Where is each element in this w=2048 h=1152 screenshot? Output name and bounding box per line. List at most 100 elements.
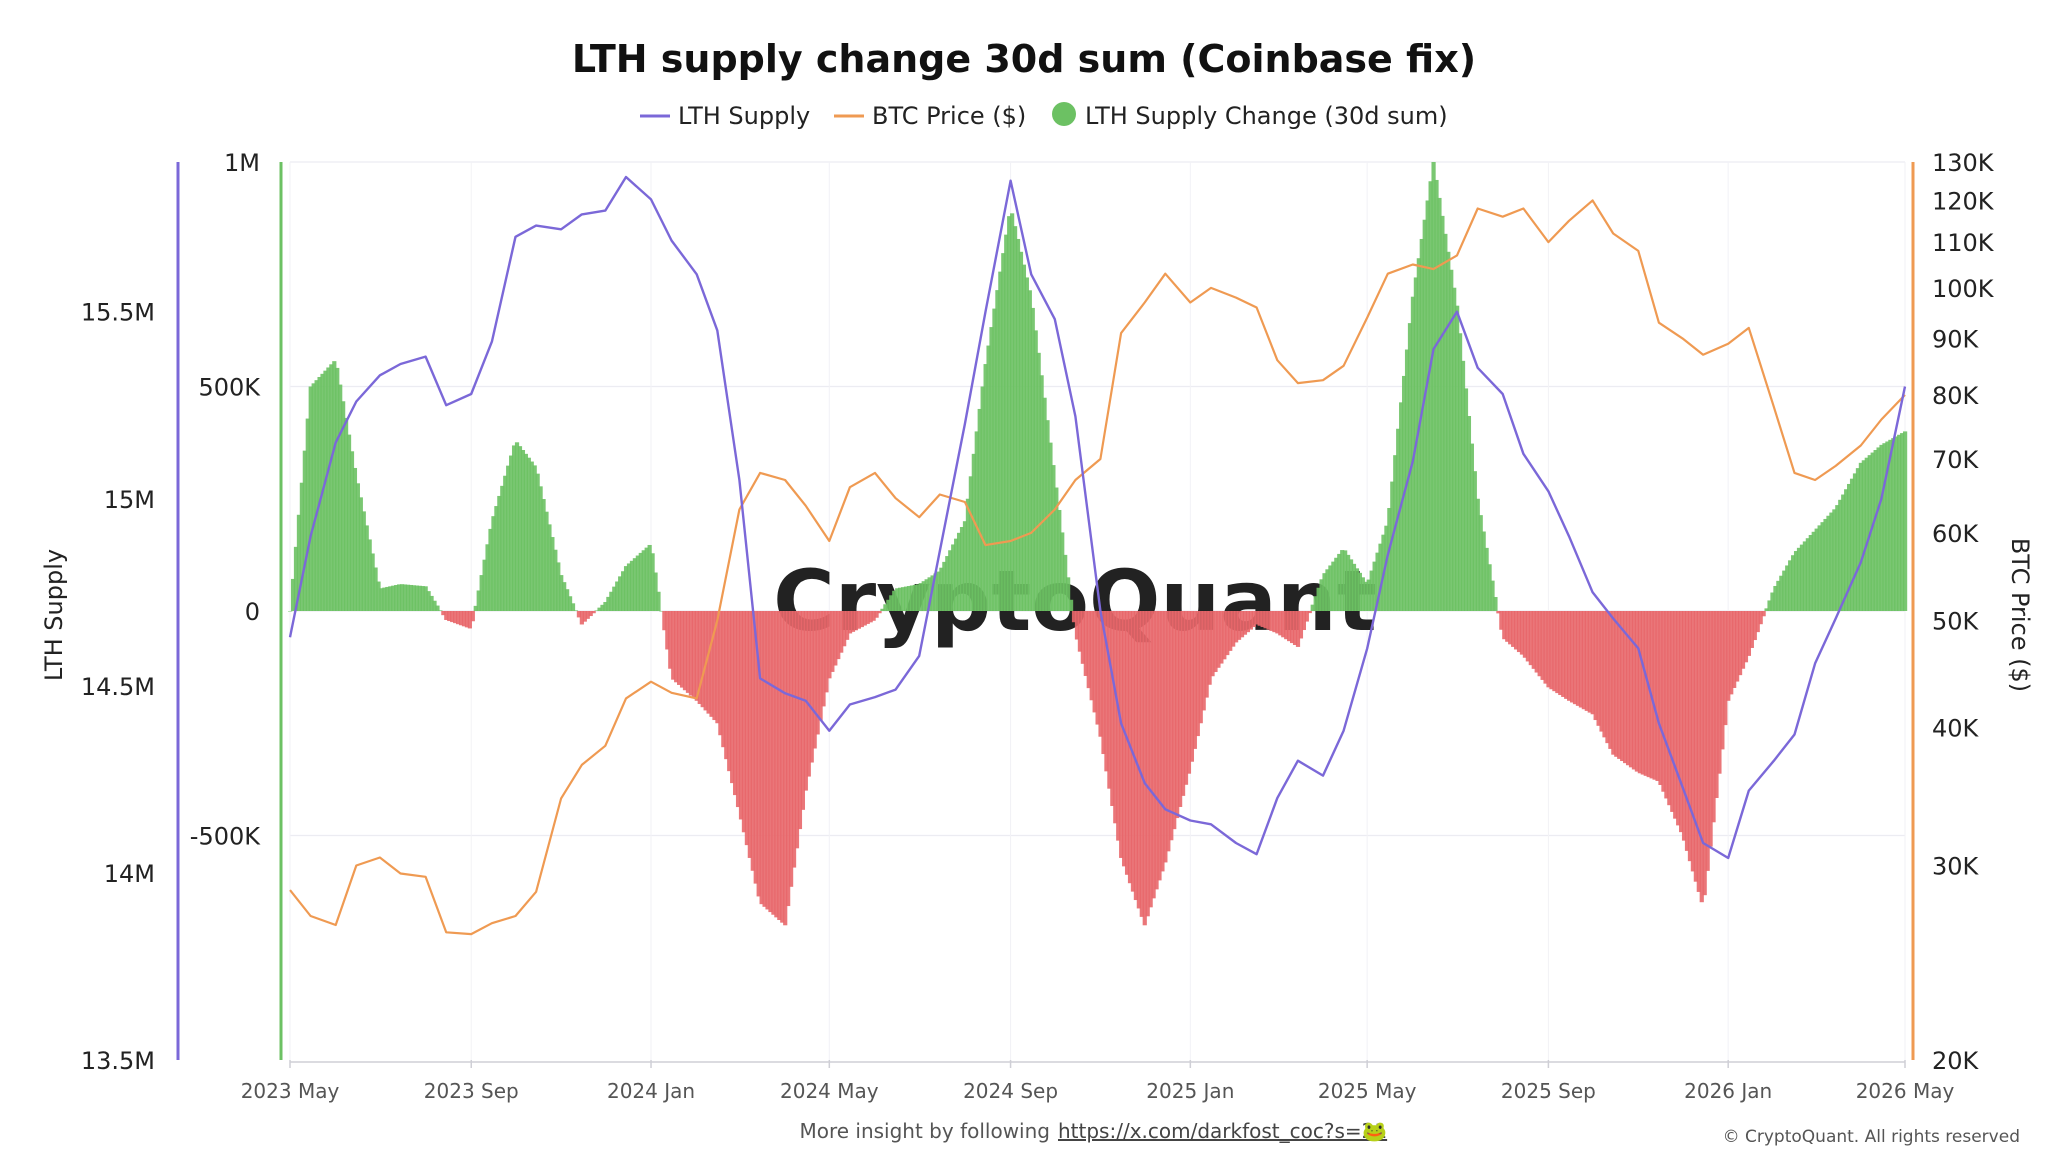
legend-label-lth-supply[interactable]: LTH Supply [678,102,810,130]
bar-negative [1696,611,1701,892]
bar-negative [706,611,711,714]
bar-positive [1849,478,1855,611]
bar-positive [1785,565,1790,611]
bar-positive [1375,552,1380,611]
bar-positive [1051,465,1056,611]
bar-negative [1225,611,1230,656]
bar-positive [1903,431,1908,611]
bar-positive [998,271,1003,611]
legend-label-btc-price[interactable]: BTC Price ($) [872,102,1026,130]
footer-link[interactable]: https://x.com/darkfost_coc?s=21 [1058,1119,1387,1143]
bar-positive [503,475,508,611]
bar-negative [441,611,446,616]
bar-negative [1720,611,1725,750]
bar-positive [553,549,558,611]
bar-positive [338,384,343,611]
left-inner-tick-label: 0 [245,598,260,626]
bar-positive [541,499,546,611]
bar-positive [438,610,443,611]
bar-positive [1452,287,1457,611]
bar-positive [912,584,917,611]
bar-positive [565,589,570,611]
bar-positive [514,442,520,611]
bar-negative [1101,611,1106,755]
bar-negative [1198,611,1203,724]
bar-positive [1348,559,1354,611]
legend-swatch-supply-change [1052,102,1076,126]
bar-positive [567,596,573,611]
bar-positive [1873,450,1878,611]
bar-negative [1216,611,1221,668]
bar-positive [1487,564,1492,611]
bar-negative [1154,611,1159,890]
legend-label-supply-change[interactable]: LTH Supply Change (30d sum) [1085,102,1448,130]
bar-negative [712,611,717,721]
bar-positive [355,483,360,611]
bar-negative [1628,611,1634,768]
bar-negative [1522,611,1528,658]
bar-positive [538,486,543,611]
bar-positive [924,579,929,611]
bar-positive [1894,436,1899,611]
bar-positive [632,558,638,611]
bar-negative [815,611,820,735]
bar-negative [1732,611,1737,688]
bar-positive [621,571,626,611]
bar-positive [1885,441,1890,611]
bar-positive [379,588,384,611]
bar-negative [1186,611,1192,774]
left-inner-tick-labels: 1M 500K 0 -500K [190,149,261,851]
bar-negative [1098,611,1103,737]
bar-negative [1287,611,1292,642]
bar-negative [868,611,873,623]
bar-negative [783,611,788,926]
bar-positive [1434,179,1439,611]
bar-positive [903,586,909,611]
bar-positive [473,605,478,611]
bar-positive [1855,468,1861,611]
bar-negative [744,611,749,846]
bar-negative [1175,611,1180,819]
bar-negative [718,611,723,736]
bar-positive [1325,569,1330,611]
bar-positive [476,590,481,611]
bar-negative [1192,611,1197,749]
bar-positive [977,408,982,611]
bar-positive [1422,219,1427,611]
bar-negative [685,611,691,693]
bar-negative [1083,611,1088,676]
left-outer-tick-label: 13.5M [81,1047,155,1075]
bar-negative [1614,611,1619,757]
bar-negative [688,611,694,696]
bar-positive [494,506,499,611]
bar-negative [1166,611,1171,852]
bar-negative [1578,611,1584,708]
bar-positive [886,599,891,611]
bar-negative [671,611,676,680]
bar-negative [877,611,882,614]
bar-negative [1201,611,1206,711]
bar-positive [1838,499,1843,611]
bar-positive [1334,557,1339,611]
bar-positive [417,585,422,611]
bar-negative [1749,611,1754,648]
bar-negative [453,611,458,624]
bar-negative [1113,611,1118,824]
bar-positive [326,367,331,611]
bar-negative [1599,611,1604,732]
right-tick-label: 120K [1932,187,1995,215]
bar-negative [1231,611,1236,647]
bar-negative [1587,611,1592,713]
bar-negative [585,611,590,619]
bar-positive [544,511,549,611]
bar-positive [1363,581,1368,611]
bar-positive [1354,568,1360,611]
bar-positive [394,585,399,611]
bar-negative [444,611,449,620]
bar-positive [971,453,976,611]
bar-positive [299,482,304,611]
bar-negative [1561,611,1566,697]
bar-negative [750,611,755,871]
bar-positive [1490,580,1495,611]
bar-positive [968,476,973,611]
